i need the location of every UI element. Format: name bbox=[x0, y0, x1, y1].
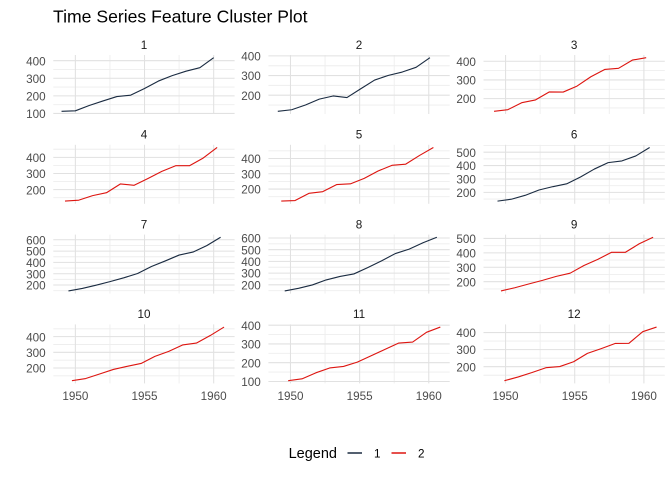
svg-text:300: 300 bbox=[456, 174, 476, 187]
svg-text:2: 2 bbox=[356, 39, 363, 52]
svg-text:400: 400 bbox=[456, 160, 476, 173]
svg-text:3: 3 bbox=[571, 39, 578, 52]
svg-text:200: 200 bbox=[241, 184, 261, 197]
svg-text:1955: 1955 bbox=[347, 390, 374, 403]
svg-text:400: 400 bbox=[456, 327, 476, 340]
svg-text:300: 300 bbox=[26, 347, 46, 360]
svg-text:400: 400 bbox=[241, 153, 261, 166]
svg-text:600: 600 bbox=[26, 234, 46, 247]
svg-text:600: 600 bbox=[241, 233, 261, 246]
svg-text:300: 300 bbox=[241, 168, 261, 181]
svg-text:300: 300 bbox=[241, 268, 261, 281]
svg-text:11: 11 bbox=[353, 308, 365, 321]
svg-text:500: 500 bbox=[456, 147, 476, 160]
svg-text:Legend: Legend bbox=[289, 446, 337, 462]
svg-text:400: 400 bbox=[456, 56, 476, 69]
svg-text:200: 200 bbox=[456, 187, 476, 200]
svg-text:200: 200 bbox=[26, 90, 46, 103]
svg-text:1: 1 bbox=[374, 448, 381, 461]
svg-text:300: 300 bbox=[26, 168, 46, 181]
svg-text:6: 6 bbox=[571, 129, 578, 142]
svg-text:200: 200 bbox=[456, 361, 476, 374]
svg-text:200: 200 bbox=[26, 184, 46, 197]
svg-text:100: 100 bbox=[26, 108, 46, 121]
svg-text:200: 200 bbox=[456, 93, 476, 106]
svg-text:500: 500 bbox=[456, 233, 476, 246]
svg-text:300: 300 bbox=[456, 75, 476, 88]
svg-text:1960: 1960 bbox=[416, 390, 443, 403]
svg-text:400: 400 bbox=[26, 55, 46, 68]
svg-text:Time Series Feature Cluster Pl: Time Series Feature Cluster Plot bbox=[53, 7, 308, 27]
svg-text:500: 500 bbox=[26, 246, 46, 259]
svg-text:400: 400 bbox=[241, 320, 261, 333]
svg-text:200: 200 bbox=[241, 279, 261, 292]
svg-text:8: 8 bbox=[356, 218, 363, 231]
svg-text:400: 400 bbox=[26, 331, 46, 344]
svg-text:300: 300 bbox=[456, 344, 476, 357]
svg-text:200: 200 bbox=[241, 90, 261, 103]
svg-text:1950: 1950 bbox=[493, 390, 520, 403]
svg-text:5: 5 bbox=[356, 129, 363, 142]
svg-text:1: 1 bbox=[141, 39, 148, 52]
svg-text:200: 200 bbox=[456, 276, 476, 289]
svg-text:300: 300 bbox=[456, 262, 476, 275]
svg-text:1955: 1955 bbox=[562, 390, 589, 403]
svg-text:12: 12 bbox=[568, 308, 581, 321]
svg-text:200: 200 bbox=[26, 363, 46, 376]
svg-text:300: 300 bbox=[26, 268, 46, 281]
svg-text:400: 400 bbox=[241, 256, 261, 269]
svg-text:200: 200 bbox=[26, 280, 46, 293]
svg-text:100: 100 bbox=[241, 376, 261, 389]
svg-text:400: 400 bbox=[456, 247, 476, 260]
svg-text:1955: 1955 bbox=[132, 390, 159, 403]
svg-text:300: 300 bbox=[241, 70, 261, 83]
svg-text:1960: 1960 bbox=[201, 390, 228, 403]
svg-text:7: 7 bbox=[141, 218, 148, 231]
svg-text:4: 4 bbox=[141, 129, 148, 142]
svg-text:1960: 1960 bbox=[631, 390, 658, 403]
svg-text:9: 9 bbox=[571, 218, 578, 231]
svg-text:400: 400 bbox=[26, 257, 46, 270]
svg-text:400: 400 bbox=[241, 51, 261, 64]
svg-text:10: 10 bbox=[137, 308, 151, 321]
svg-text:1950: 1950 bbox=[277, 390, 304, 403]
svg-text:500: 500 bbox=[241, 244, 261, 257]
svg-text:1950: 1950 bbox=[62, 390, 89, 403]
svg-text:400: 400 bbox=[26, 152, 46, 165]
svg-text:300: 300 bbox=[26, 73, 46, 86]
svg-text:2: 2 bbox=[418, 448, 425, 461]
svg-text:200: 200 bbox=[241, 357, 261, 370]
svg-text:300: 300 bbox=[241, 339, 261, 352]
